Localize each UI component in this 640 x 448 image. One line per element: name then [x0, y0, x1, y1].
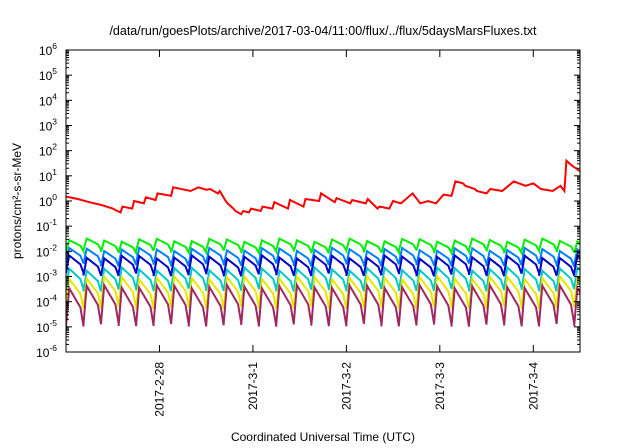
y-tick-label: 10-5 — [36, 318, 57, 335]
x-axis: 2017-2-28 2017-3-1 2017-3-2 2017-3-3 2017-3-… — [152, 50, 540, 417]
band-series-line — [66, 281, 580, 327]
x-tick-label: 2017-3-1 — [246, 362, 260, 410]
y-tick-label: 100 — [39, 192, 57, 209]
x-axis-label: Coordinated Universal Time (UTC) — [231, 430, 415, 444]
y-tick-label: 10-3 — [36, 268, 57, 285]
x-tick-label: 2017-3-4 — [526, 362, 540, 410]
y-tick-label: 103 — [39, 117, 57, 134]
y-tick-label: 10-1 — [36, 217, 57, 234]
y-tick-label: 105 — [39, 66, 57, 83]
y-tick-label: 102 — [39, 142, 57, 159]
band-series-line — [66, 246, 580, 267]
x-tick-label: 2017-3-3 — [433, 362, 447, 410]
y-tick-label: 10-2 — [36, 242, 57, 259]
y-tick-label: 10-6 — [36, 343, 57, 360]
y-tick-label: 101 — [39, 167, 57, 184]
x-tick-label: 2017-3-2 — [339, 362, 353, 410]
plot-frame — [65, 49, 581, 353]
band-series-line — [66, 273, 580, 310]
y-tick-label: 106 — [39, 41, 57, 58]
x-tick-label: 2017-2-28 — [152, 362, 166, 417]
band-series-line — [66, 265, 580, 292]
series-line — [66, 158, 580, 216]
series-layer — [66, 158, 580, 327]
y-tick-label: 104 — [39, 91, 57, 108]
band-series-line — [66, 253, 580, 277]
chart-title: /data/run/goesPlots/archive/2017-03-04/1… — [109, 24, 537, 38]
band-series-line — [66, 237, 580, 257]
y-axis: 10-6 10-5 10-4 10-3 10-2 10-1 100 101 102 103 104 1… — [36, 41, 580, 360]
y-tick-label: 10-4 — [36, 293, 57, 310]
y-axis-label: protons/cm²-s-sr-MeV — [10, 143, 24, 259]
